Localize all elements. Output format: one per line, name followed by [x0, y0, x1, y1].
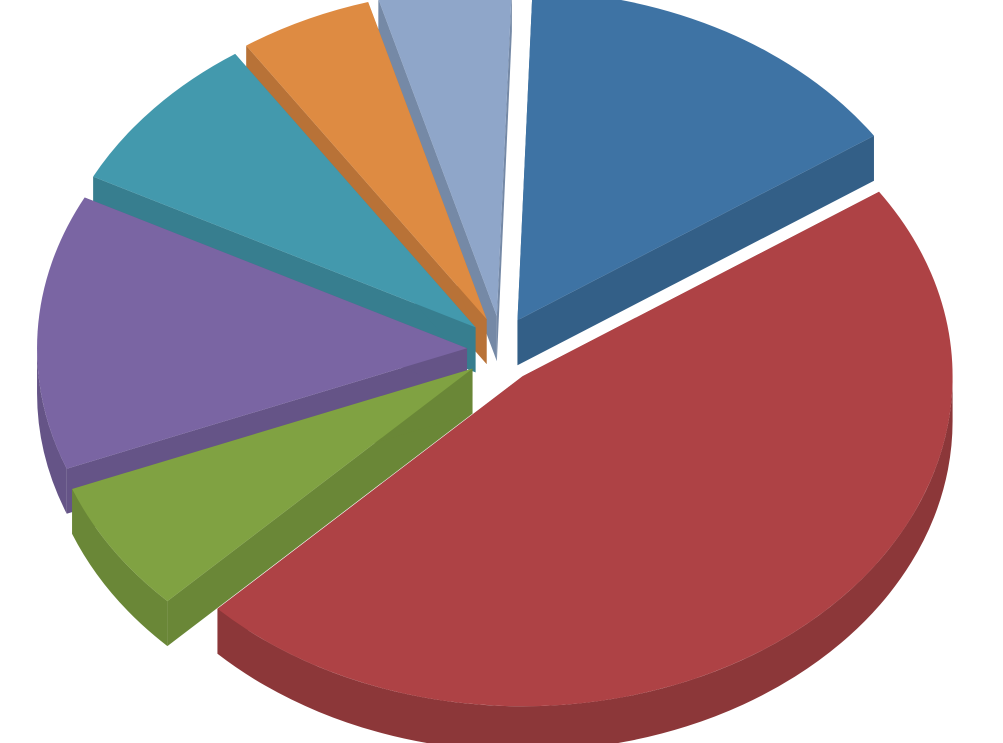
pie-chart-container: [0, 0, 1003, 743]
pie-chart: [0, 0, 1003, 743]
